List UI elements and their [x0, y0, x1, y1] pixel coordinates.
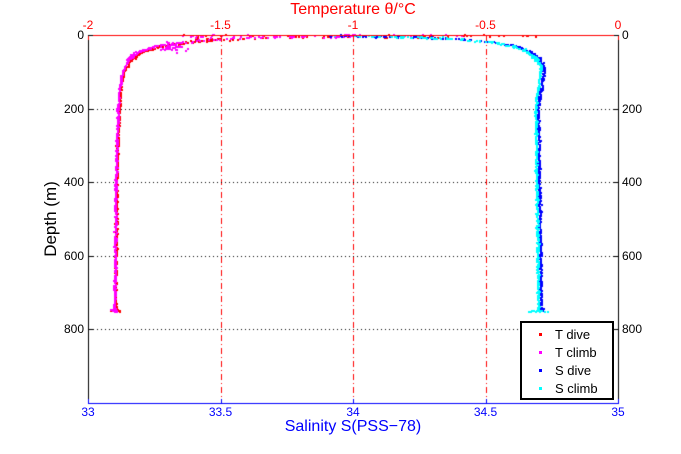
bottom-axis-tick-label: 34.5 [473, 405, 498, 419]
left-axis-tick-label: 800 [63, 322, 84, 337]
left-axis-tick-label: 600 [63, 248, 84, 263]
legend-box: T dive T climb S dive S climb [520, 321, 614, 400]
right-axis-tick-label: 800 [622, 322, 643, 337]
right-axis-tick-label: 200 [622, 101, 643, 116]
top-axis-tick-label: -2 [82, 18, 94, 32]
legend-item-s-dive: S dive [522, 361, 612, 379]
top-axis-tick-label: -1 [347, 18, 359, 32]
legend-marker-icon [539, 332, 542, 336]
right-axis-tick-label: 0 [622, 28, 629, 42]
legend-label: S climb [555, 380, 598, 396]
right-axis-tick-label: 400 [622, 175, 643, 190]
legend-label: S dive [555, 362, 592, 378]
bottom-axis-tick-label: 33 [81, 405, 95, 419]
bottom-axis-tick-label: 33.5 [208, 405, 233, 419]
legend-label: T climb [555, 344, 597, 360]
legend-item-s-climb: S climb [522, 379, 612, 397]
right-axis-tick-label: 600 [622, 248, 643, 263]
top-axis-tick-label: -1.5 [210, 18, 231, 32]
left-axis-tick-label: 200 [63, 101, 84, 116]
legend-item-t-climb: T climb [522, 343, 612, 361]
plot-title: Temperature θ/°C [290, 1, 416, 18]
bottom-axis-tick-label: 34 [346, 405, 360, 419]
salinity-axis-label: Salinity S(PSS−78) [284, 418, 422, 435]
top-axis-tick-label: -0.5 [475, 18, 496, 32]
left-axis-tick-label: 0 [77, 28, 84, 42]
legend-label: T dive [555, 326, 591, 342]
top-axis-tick-label: 0 [614, 18, 622, 32]
legend-item-t-dive: T dive [522, 325, 612, 343]
left-axis-tick-label: 400 [63, 175, 84, 190]
bottom-axis-tick-label: 35 [611, 405, 625, 419]
legend-marker-icon [539, 368, 542, 372]
legend-marker-icon [539, 386, 542, 390]
legend-marker-icon [539, 350, 542, 354]
